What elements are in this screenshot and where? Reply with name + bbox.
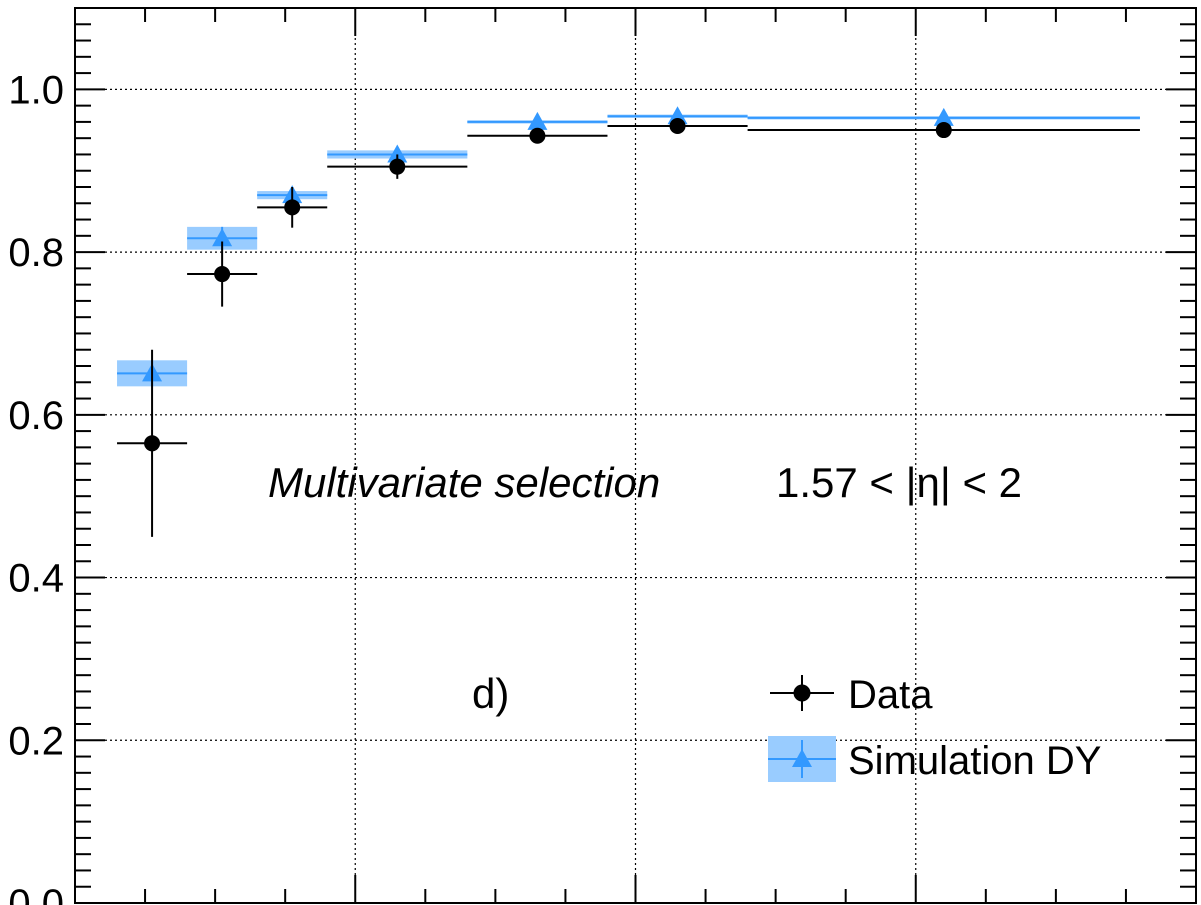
- data-series: [117, 117, 1140, 537]
- legend-data-label: Data: [848, 673, 933, 717]
- grid-lines: [75, 8, 1196, 903]
- data-point-marker: [144, 435, 161, 452]
- selection-annotation: Multivariate selection: [268, 459, 660, 506]
- legend-sim-label: Simulation DY: [848, 739, 1101, 783]
- y-tick-label: 0.0: [8, 882, 64, 905]
- legend-data-marker: [793, 684, 811, 702]
- y-tick-label: 0.6: [8, 394, 64, 438]
- legend-entry-simulation: Simulation DY: [768, 736, 1101, 783]
- data-point-marker: [389, 158, 406, 175]
- data-point-marker: [935, 122, 952, 139]
- eta-range-annotation: 1.57 < |η| < 2: [776, 459, 1022, 506]
- panel-label: d): [472, 670, 509, 717]
- legend-entry-data: Data: [770, 673, 933, 717]
- data-point-marker: [529, 127, 546, 144]
- y-tick-labels: 0.0 0.2 0.4 0.6 0.8 1.0: [8, 68, 64, 905]
- data-point-marker: [669, 117, 686, 134]
- data-point-marker: [284, 199, 301, 216]
- sim-point-marker: [387, 144, 408, 163]
- legend-sim-marker: [792, 749, 812, 767]
- y-tick-label: 1.0: [8, 68, 64, 112]
- y-tick-label: 0.4: [8, 557, 64, 601]
- sim-point-marker: [527, 111, 548, 130]
- plot-frame: [74, 7, 1197, 904]
- data-point-marker: [214, 266, 231, 283]
- simulation-dy-series: [117, 106, 1140, 387]
- legend: Data Simulation DY: [768, 673, 1101, 783]
- sim-point-marker: [933, 107, 954, 126]
- y-tick-label: 0.2: [8, 719, 64, 763]
- y-tick-label: 0.8: [8, 231, 64, 275]
- sim-point-marker: [667, 106, 688, 125]
- sim-point-marker: [212, 228, 233, 247]
